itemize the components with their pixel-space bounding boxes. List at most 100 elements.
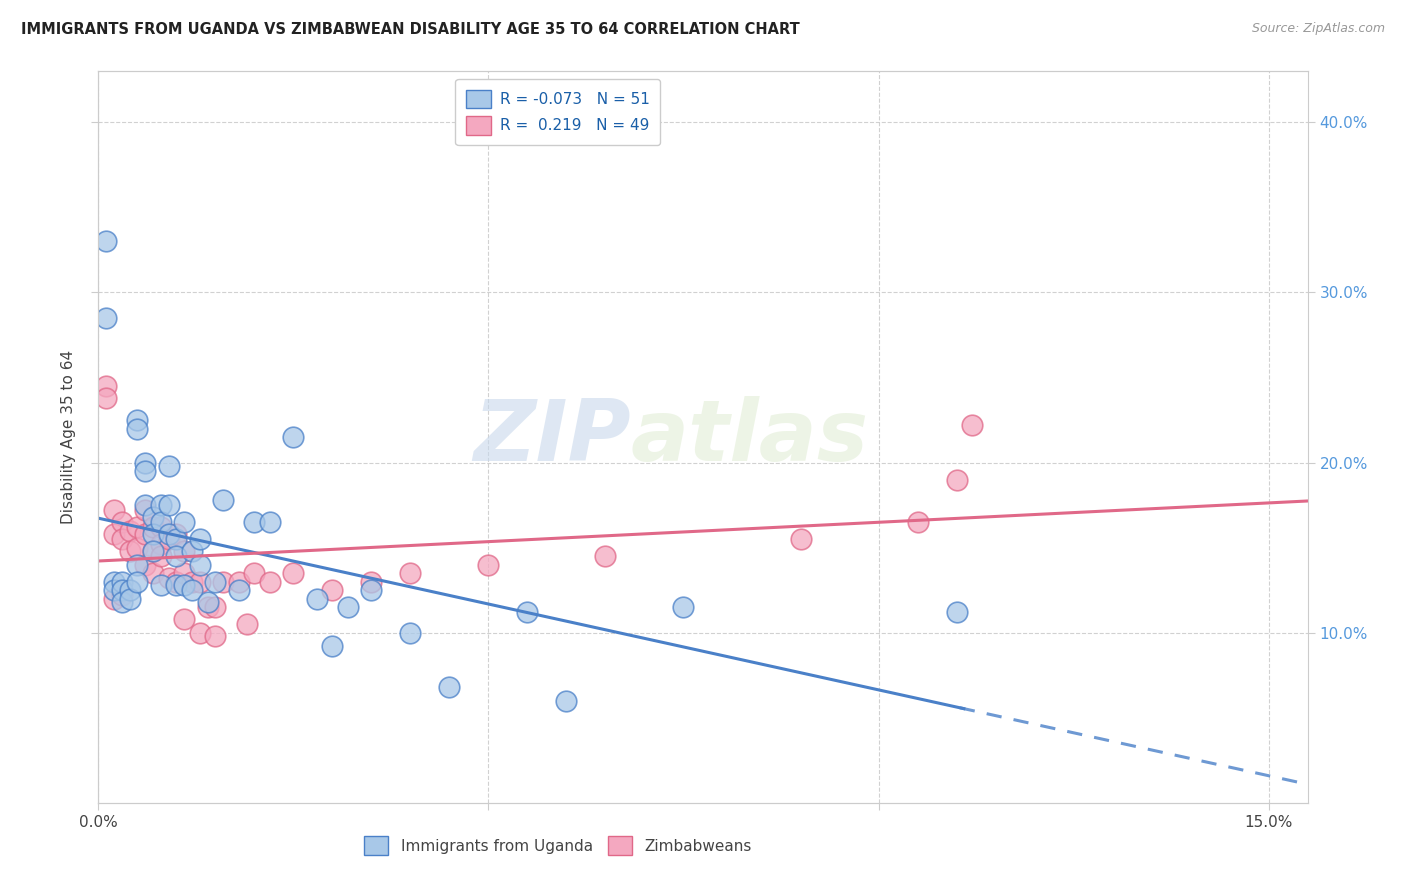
- Point: [96, 391, 118, 405]
- Point: [188, 574, 211, 589]
- Point: [259, 515, 281, 529]
- Point: [127, 558, 149, 572]
- Point: [960, 418, 983, 433]
- Point: [477, 558, 499, 572]
- Point: [235, 617, 257, 632]
- Point: [157, 498, 180, 512]
- Point: [96, 311, 118, 326]
- Point: [181, 583, 204, 598]
- Point: [204, 574, 226, 589]
- Point: [173, 612, 195, 626]
- Point: [142, 510, 165, 524]
- Point: [360, 574, 382, 589]
- Point: [118, 544, 141, 558]
- Point: [134, 503, 156, 517]
- Point: [337, 600, 360, 615]
- Point: [149, 537, 172, 551]
- Point: [188, 558, 211, 572]
- Point: [103, 583, 125, 598]
- Text: IMMIGRANTS FROM UGANDA VS ZIMBABWEAN DISABILITY AGE 35 TO 64 CORRELATION CHART: IMMIGRANTS FROM UGANDA VS ZIMBABWEAN DIS…: [21, 22, 800, 37]
- Point: [439, 680, 461, 694]
- Point: [134, 527, 156, 541]
- Point: [399, 625, 422, 640]
- Point: [142, 544, 165, 558]
- Point: [149, 520, 172, 534]
- Point: [127, 574, 149, 589]
- Point: [134, 558, 156, 572]
- Point: [165, 549, 187, 563]
- Point: [118, 591, 141, 606]
- Point: [907, 515, 929, 529]
- Point: [173, 544, 195, 558]
- Point: [127, 541, 149, 555]
- Point: [321, 640, 343, 654]
- Point: [283, 566, 305, 581]
- Y-axis label: Disability Age 35 to 64: Disability Age 35 to 64: [60, 350, 76, 524]
- Point: [111, 595, 134, 609]
- Point: [103, 503, 125, 517]
- Text: atlas: atlas: [630, 395, 869, 479]
- Point: [103, 574, 125, 589]
- Point: [789, 532, 811, 546]
- Point: [96, 235, 118, 249]
- Point: [283, 430, 305, 444]
- Point: [228, 574, 250, 589]
- Point: [111, 583, 134, 598]
- Point: [103, 527, 125, 541]
- Point: [516, 605, 538, 619]
- Point: [134, 456, 156, 470]
- Point: [181, 544, 204, 558]
- Text: Source: ZipAtlas.com: Source: ZipAtlas.com: [1251, 22, 1385, 36]
- Point: [96, 379, 118, 393]
- Point: [212, 493, 235, 508]
- Point: [243, 566, 266, 581]
- Point: [204, 600, 226, 615]
- Point: [197, 595, 219, 609]
- Point: [127, 413, 149, 427]
- Point: [595, 549, 617, 563]
- Point: [360, 583, 382, 598]
- Point: [181, 574, 204, 589]
- Text: ZIP: ZIP: [472, 395, 630, 479]
- Point: [111, 515, 134, 529]
- Point: [157, 527, 180, 541]
- Point: [305, 591, 328, 606]
- Point: [228, 583, 250, 598]
- Point: [188, 532, 211, 546]
- Point: [945, 605, 967, 619]
- Point: [165, 527, 187, 541]
- Point: [134, 464, 156, 478]
- Point: [111, 574, 134, 589]
- Point: [103, 591, 125, 606]
- Point: [399, 566, 422, 581]
- Point: [111, 588, 134, 602]
- Legend: Immigrants from Uganda, Zimbabweans: Immigrants from Uganda, Zimbabweans: [357, 830, 758, 861]
- Point: [672, 600, 695, 615]
- Point: [142, 566, 165, 581]
- Point: [188, 625, 211, 640]
- Point: [243, 515, 266, 529]
- Point: [118, 524, 141, 538]
- Point: [134, 498, 156, 512]
- Point: [165, 578, 187, 592]
- Point: [118, 583, 141, 598]
- Point: [173, 515, 195, 529]
- Point: [127, 421, 149, 435]
- Point: [157, 532, 180, 546]
- Point: [127, 520, 149, 534]
- Point: [212, 574, 235, 589]
- Point: [197, 600, 219, 615]
- Point: [111, 532, 134, 546]
- Point: [149, 515, 172, 529]
- Point: [149, 549, 172, 563]
- Point: [142, 520, 165, 534]
- Point: [149, 578, 172, 592]
- Point: [157, 571, 180, 585]
- Point: [142, 527, 165, 541]
- Point: [165, 574, 187, 589]
- Point: [157, 458, 180, 473]
- Point: [555, 694, 578, 708]
- Point: [173, 578, 195, 592]
- Point: [173, 566, 195, 581]
- Point: [165, 532, 187, 546]
